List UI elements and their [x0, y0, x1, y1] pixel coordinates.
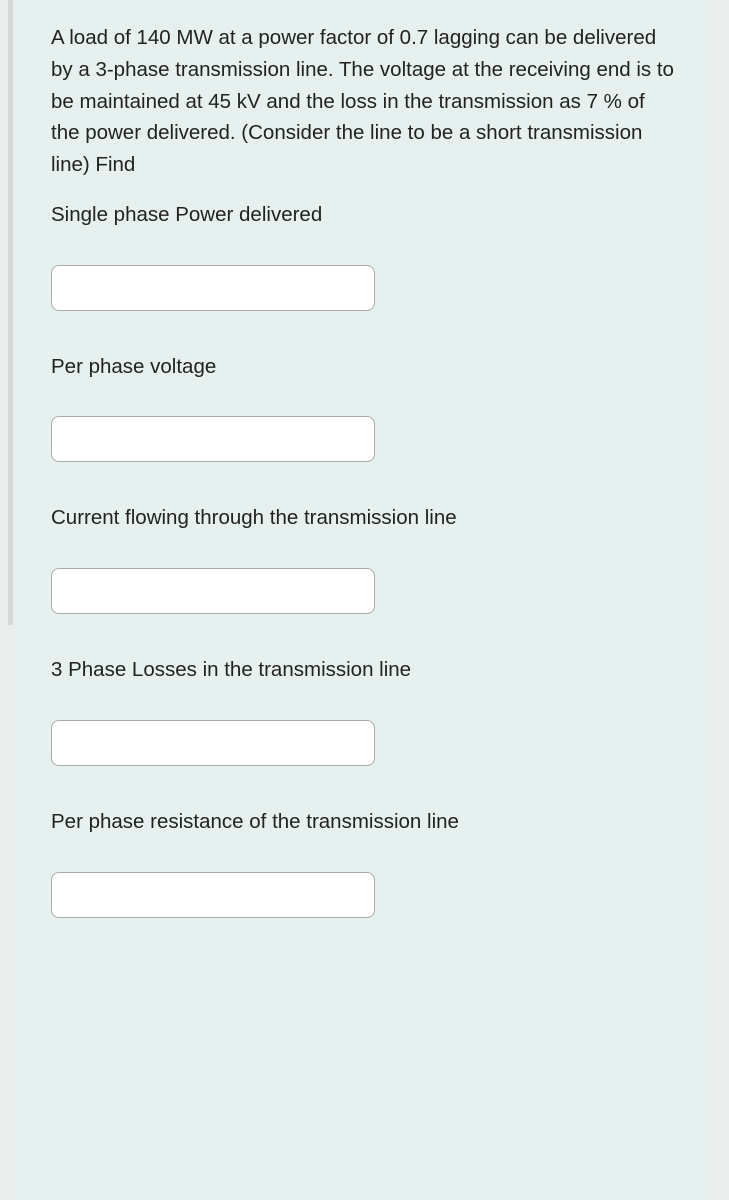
page-container: A load of 140 MW at a power factor of 0.… [0, 0, 729, 1200]
field-label-per-phase-voltage: Per phase voltage [51, 351, 675, 383]
answer-input-per-phase-resistance[interactable] [51, 872, 375, 918]
question-card: A load of 140 MW at a power factor of 0.… [15, 0, 711, 1200]
field-label-per-phase-resistance: Per phase resistance of the transmission… [51, 806, 675, 838]
field-label-single-phase-power: Single phase Power delivered [51, 199, 675, 231]
answer-input-3phase-losses[interactable] [51, 720, 375, 766]
field-label-current: Current flowing through the transmission… [51, 502, 675, 534]
card-wrap: A load of 140 MW at a power factor of 0.… [8, 0, 711, 1200]
answer-input-single-phase-power[interactable] [51, 265, 375, 311]
answer-input-current[interactable] [51, 568, 375, 614]
problem-statement: A load of 140 MW at a power factor of 0.… [51, 22, 675, 181]
answer-input-per-phase-voltage[interactable] [51, 416, 375, 462]
progress-sidebar-line [8, 0, 13, 625]
field-label-3phase-losses: 3 Phase Losses in the transmission line [51, 654, 675, 686]
